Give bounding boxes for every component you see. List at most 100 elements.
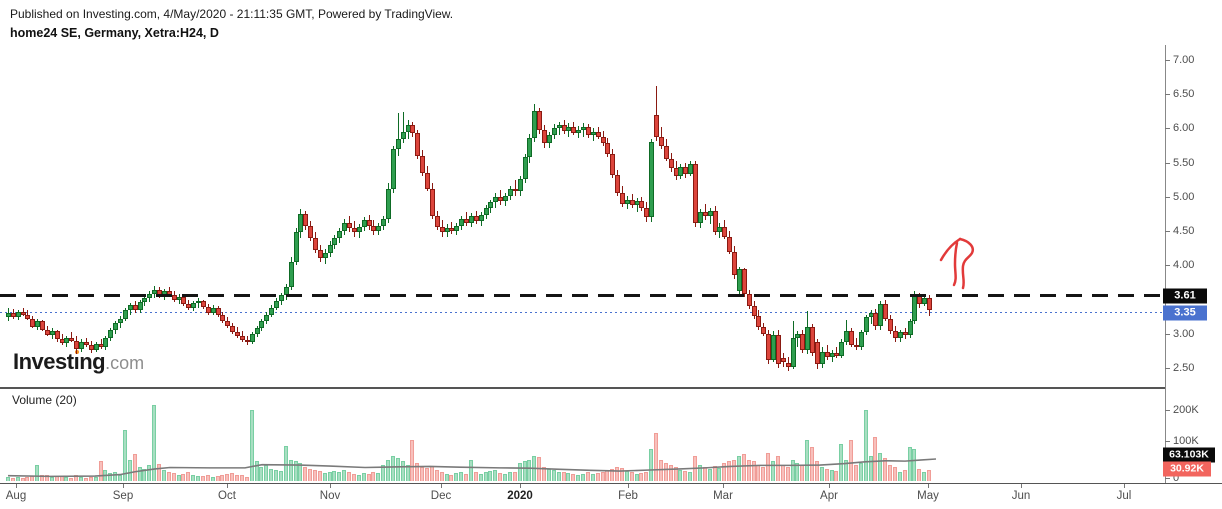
candle	[449, 227, 454, 232]
candle	[644, 207, 649, 218]
volume-bar	[630, 472, 634, 481]
candle	[620, 192, 625, 204]
candle	[717, 226, 722, 233]
volume-bar	[401, 461, 405, 481]
volume-bar	[815, 461, 819, 481]
volume-bar	[878, 452, 882, 481]
candle	[474, 216, 479, 221]
candle	[722, 226, 727, 237]
candle	[820, 351, 825, 364]
candle	[610, 154, 615, 175]
candle	[786, 362, 791, 367]
candle	[362, 220, 367, 227]
pane-separator[interactable]	[0, 387, 1165, 389]
candle	[69, 337, 74, 341]
candle-wick	[398, 113, 399, 156]
candle	[40, 321, 45, 330]
volume-bar	[493, 470, 497, 481]
month-tick	[1021, 484, 1022, 488]
month-tick	[520, 484, 521, 488]
month-label: Nov	[319, 490, 341, 502]
candle	[11, 313, 16, 317]
candle	[298, 213, 303, 233]
volume-bar	[596, 473, 600, 481]
candle	[367, 220, 372, 226]
price-axis-line	[1165, 45, 1166, 484]
volume-bar	[371, 472, 375, 481]
investing-logo-text: Investı ng	[13, 349, 106, 374]
volume-bar	[898, 472, 902, 481]
volume-bar	[717, 467, 721, 481]
volume-bar	[518, 463, 522, 481]
candle-wick	[856, 337, 857, 351]
volume-bar	[722, 463, 726, 481]
volume-bar	[742, 454, 746, 481]
candle	[664, 145, 669, 159]
volume-bar	[191, 475, 195, 481]
volume-bar	[435, 470, 439, 481]
volume-tick	[1165, 441, 1170, 442]
volume-bar	[854, 465, 858, 481]
volume-bar	[211, 476, 215, 481]
candle	[503, 195, 508, 201]
candle	[94, 344, 99, 351]
volume-bar	[698, 465, 702, 481]
candle-wick	[71, 332, 72, 342]
candle	[630, 199, 635, 206]
candle	[864, 317, 869, 333]
volume-bar	[410, 440, 414, 481]
candle	[206, 307, 211, 313]
volume-bar	[181, 473, 185, 481]
candle	[303, 213, 308, 226]
volume-bar	[55, 475, 59, 481]
price-pane[interactable]	[0, 45, 1165, 387]
volume-bar	[21, 478, 25, 481]
volume-bar	[649, 449, 653, 481]
candle	[50, 331, 55, 336]
horizontal-alert-line[interactable]	[0, 294, 1165, 297]
candle	[35, 321, 40, 327]
volume-bar	[732, 459, 736, 481]
candle	[771, 335, 776, 360]
volume-bar	[654, 433, 658, 481]
price-tick-label: 2.50	[1173, 362, 1195, 374]
month-tick	[829, 484, 830, 488]
volume-bar	[786, 466, 790, 481]
volume-pane[interactable]	[0, 388, 1165, 483]
candle	[211, 307, 216, 313]
candle	[698, 211, 703, 223]
volume-bar	[781, 465, 785, 481]
volume-bar	[669, 465, 673, 481]
volume-bar	[245, 476, 249, 481]
candle	[186, 304, 191, 309]
candle	[113, 323, 118, 331]
volume-bar	[449, 474, 453, 481]
investing-logo: Investı ng.com	[13, 349, 144, 375]
candle	[128, 305, 133, 310]
volume-tick	[1165, 478, 1170, 479]
candle	[854, 344, 859, 348]
volume-bar	[547, 468, 551, 481]
candle-wick	[62, 333, 63, 345]
candle	[381, 218, 386, 226]
volume-bar	[620, 467, 624, 481]
candle	[347, 222, 352, 228]
candle	[908, 321, 913, 336]
candle	[45, 329, 50, 336]
volume-bar	[586, 472, 590, 481]
candle	[108, 330, 113, 338]
candle	[903, 332, 908, 336]
candle	[133, 305, 138, 311]
volume-bar	[615, 466, 619, 481]
candle	[225, 320, 230, 327]
candle	[255, 327, 260, 335]
volume-bar	[94, 477, 98, 481]
volume-bar	[571, 473, 575, 481]
volume-bar	[747, 459, 751, 481]
volume-bar	[820, 466, 824, 481]
candle	[328, 244, 333, 253]
volume-bar	[610, 468, 614, 481]
candle-wick	[871, 310, 872, 325]
month-tick	[227, 484, 228, 488]
volume-bar	[259, 466, 263, 481]
